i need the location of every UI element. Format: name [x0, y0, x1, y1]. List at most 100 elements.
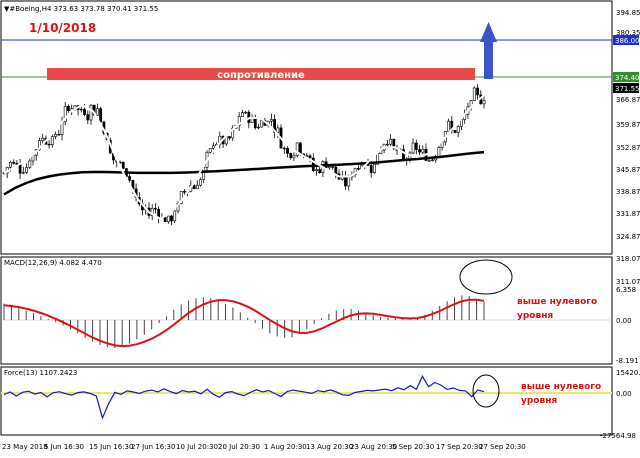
- time-tick: 20 Jul 20:30: [218, 443, 260, 451]
- candle-body: [15, 163, 19, 165]
- marker-374-label: 374.40: [615, 74, 640, 82]
- candle-body: [318, 169, 322, 174]
- symbol-label: ▼#Boeing,H4 373.63 373.78 370.41 371.55: [4, 5, 158, 13]
- candle-body: [83, 108, 86, 115]
- candle-body: [79, 108, 83, 111]
- price-tick: 311.07: [616, 278, 640, 286]
- time-tick: 5 Jun 16:30: [44, 443, 84, 451]
- candle-body: [327, 166, 331, 169]
- force-index-line: [3, 375, 485, 420]
- candle-body: [166, 215, 170, 222]
- candle-body: [282, 147, 286, 150]
- time-axis: 23 May 2018 5 Jun 16:30 15 Jun 16:30 27 …: [2, 443, 526, 451]
- candle-body: [237, 116, 241, 126]
- macd-highlight-circle: [459, 259, 513, 295]
- candle-body: [411, 142, 415, 154]
- force-tick: -27564.98: [600, 432, 636, 440]
- time-tick: 1 Aug 20:30: [264, 443, 307, 451]
- candle-body: [18, 164, 22, 174]
- candle-body: [21, 172, 25, 174]
- force-panel: [0, 366, 613, 436]
- price-tick: 380.35: [616, 29, 640, 37]
- candle-body: [269, 119, 273, 122]
- candle-body: [356, 168, 360, 170]
- main-panel: [0, 0, 613, 255]
- candle-body: [353, 168, 357, 176]
- time-tick: 23 Aug 20:30: [350, 443, 397, 451]
- price-tick: 338.87: [616, 188, 640, 196]
- candle-body: [96, 108, 99, 116]
- candle-body: [99, 108, 103, 123]
- candle-body: [447, 120, 451, 132]
- candle-body: [208, 148, 212, 153]
- time-tick: 17 Sep 20:30: [436, 443, 483, 451]
- force-tick: 0.00: [616, 390, 632, 398]
- time-tick: 23 May 2018: [2, 443, 48, 451]
- candle-body: [315, 169, 318, 172]
- time-tick: 15 Jun 16:30: [89, 443, 133, 451]
- candle-body: [311, 157, 315, 172]
- candle-body: [50, 136, 54, 145]
- candle-body: [179, 191, 183, 204]
- candle-body: [163, 217, 167, 223]
- candle-body: [427, 160, 431, 162]
- candle-body: [373, 164, 376, 174]
- candle-body: [273, 119, 277, 133]
- resistance-label: сопротивление: [217, 70, 305, 81]
- price-tick: 359.87: [616, 121, 640, 129]
- force-tick: 15420.98: [616, 369, 640, 377]
- candle-body: [241, 112, 244, 117]
- candle-body: [183, 191, 186, 193]
- candle-body: [456, 126, 460, 133]
- candle-body: [92, 104, 96, 116]
- candle-body: [150, 208, 154, 216]
- candle-body: [192, 185, 196, 190]
- time-tick: 27 Jun 16:30: [131, 443, 175, 451]
- force-label: Force(13) 1107.2423: [4, 369, 77, 377]
- candle-body: [244, 111, 248, 114]
- marker-374-box: [613, 72, 639, 82]
- price-tick: 345.87: [616, 166, 640, 174]
- price-tick: 331.87: [616, 210, 640, 218]
- candle-body: [228, 136, 231, 139]
- slow-moving-average: [3, 150, 485, 196]
- candle-body: [231, 127, 235, 139]
- candle-body: [334, 166, 338, 174]
- candle-body: [305, 155, 309, 157]
- candle-body: [276, 127, 280, 134]
- date-label: 1/10/2018: [29, 21, 96, 35]
- candle-body: [331, 166, 335, 168]
- macd-tick: 6.358: [616, 286, 636, 294]
- candle-body: [385, 143, 389, 146]
- candle-body: [431, 159, 434, 161]
- macd-tick: 0.00: [616, 317, 632, 325]
- marker-386-label: 386.00: [615, 37, 640, 45]
- candle-body: [421, 149, 425, 153]
- candle-body: [89, 104, 93, 121]
- force-annotation: выше нулевого уровня: [521, 382, 604, 406]
- resistance-box: [47, 68, 475, 80]
- price-tick: 366.87: [616, 96, 640, 104]
- candle-body: [212, 145, 215, 149]
- marker-386-box: [613, 35, 639, 45]
- marker-last-box: [613, 83, 639, 93]
- candle-body: [12, 162, 16, 164]
- candle-body: [369, 165, 373, 173]
- fast-moving-average: [3, 94, 485, 220]
- macd-label: MACD(12,26,9) 4.082 4.470: [4, 259, 102, 267]
- candle-body: [482, 100, 486, 105]
- candle-body: [292, 155, 296, 159]
- candle-body: [170, 215, 173, 222]
- time-tick: 13 Aug 20:30: [306, 443, 353, 451]
- candle-body: [347, 176, 351, 187]
- time-tick: 5 Sep 20:30: [392, 443, 434, 451]
- candle-body: [121, 161, 125, 169]
- candle-body: [476, 87, 480, 96]
- candle-body: [173, 210, 177, 222]
- candle-body: [286, 148, 289, 154]
- up-arrow-shaft: [484, 40, 493, 79]
- candle-body: [154, 208, 157, 210]
- candle-body: [414, 142, 418, 150]
